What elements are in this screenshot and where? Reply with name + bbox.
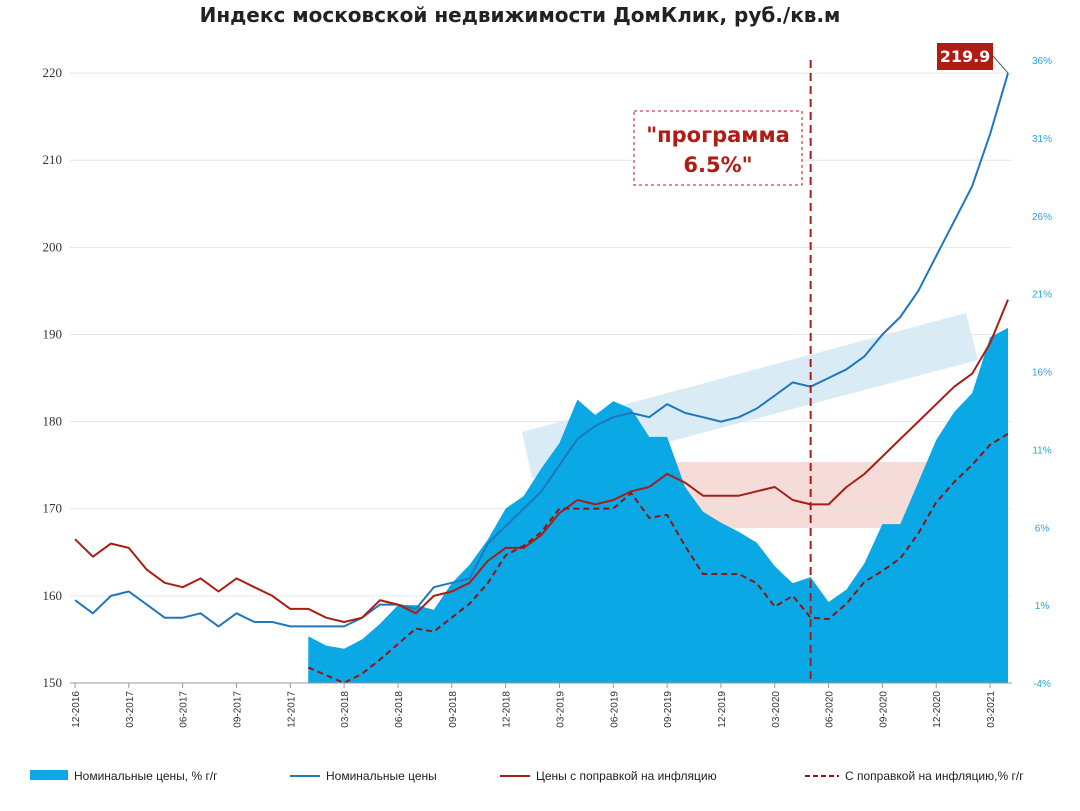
legend-label: Цены с поправкой на инфляцию [536, 769, 717, 783]
last-value-badge [937, 43, 993, 70]
chart-title: Индекс московской недвижимости ДомКлик, … [200, 3, 841, 27]
y-axis-left: 150 160 170 180 190 200 210 220 [43, 65, 63, 690]
x-tick-label: 06-2018 [394, 691, 405, 728]
x-tick-label: 12-2017 [286, 691, 297, 728]
y-tick-label: 160 [43, 588, 63, 603]
annotation-text: 6.5%" [683, 153, 752, 177]
annotation-box [633, 110, 803, 186]
y2-tick-label: 16% [1032, 368, 1052, 379]
x-tick-label: 09-2020 [878, 691, 889, 728]
y2-tick-label: 26% [1032, 212, 1052, 223]
series-line-real [74, 299, 1009, 623]
x-tick-label: 12-2018 [502, 691, 513, 728]
x-tick-label: 03-2020 [771, 691, 782, 728]
y2-tick-label: 6% [1035, 523, 1050, 534]
area-series-layer [308, 327, 1008, 683]
y2-tick-label: 11% [1032, 445, 1051, 456]
x-tick-label: 12-2020 [932, 691, 943, 728]
y-tick-label: 220 [43, 65, 63, 80]
line-series-layer [74, 72, 1009, 684]
x-tick-label: 03-2021 [986, 691, 997, 728]
x-tick-label: 06-2020 [825, 691, 836, 728]
x-axis: 12-2016 03-2017 06-2017 09-2017 12-2017 03-20… [70, 682, 1012, 728]
last-value-label: 219.9 [940, 47, 991, 66]
legend-label: Номинальные цены [326, 769, 437, 783]
annotation-text: "программа [646, 123, 790, 147]
y2-tick-label: 1% [1035, 601, 1050, 612]
y-tick-label: 180 [43, 414, 63, 429]
x-tick-label: 09-2017 [232, 691, 243, 728]
y2-tick-label: -4% [1033, 679, 1051, 690]
series-line-nominal [74, 72, 1009, 628]
x-tick-label: 09-2019 [663, 691, 674, 728]
y-tick-label: 150 [43, 675, 63, 690]
legend: Номинальные цены, % г/г Номинальные цены Ц… [30, 769, 1024, 783]
x-tick-label: 09-2018 [448, 691, 459, 728]
x-tick-label: 06-2017 [179, 691, 190, 728]
y-tick-label: 200 [43, 239, 63, 254]
legend-swatch [30, 770, 68, 780]
x-tick-label: 03-2019 [555, 691, 566, 728]
y-tick-label: 190 [43, 326, 63, 341]
x-tick-label: 03-2017 [125, 691, 136, 728]
y-tick-label: 170 [43, 501, 63, 516]
legend-label: С поправкой на инфляцию,% г/г [845, 769, 1024, 783]
x-tick-label: 03-2018 [340, 691, 351, 728]
y2-tick-label: 21% [1032, 290, 1052, 301]
area-series-nominal-yoy [308, 327, 1008, 683]
legend-label: Номинальные цены, % г/г [74, 769, 218, 783]
x-tick-label: 06-2019 [609, 691, 620, 728]
y2-tick-label: 36% [1032, 56, 1052, 67]
x-tick-label: 12-2016 [71, 691, 82, 728]
y-tick-label: 210 [43, 152, 63, 167]
annotation-layer: "программа 6.5%" 219.9 [633, 43, 1009, 683]
last-value-leader [992, 55, 1009, 74]
y-axis-right: -4% 1% 6% 11% 16% 21% 26% 31% 36% [1032, 56, 1052, 690]
x-tick-label: 12-2019 [717, 691, 728, 728]
y2-tick-label: 31% [1032, 134, 1052, 145]
series-line-real-yoy [307, 432, 1009, 684]
